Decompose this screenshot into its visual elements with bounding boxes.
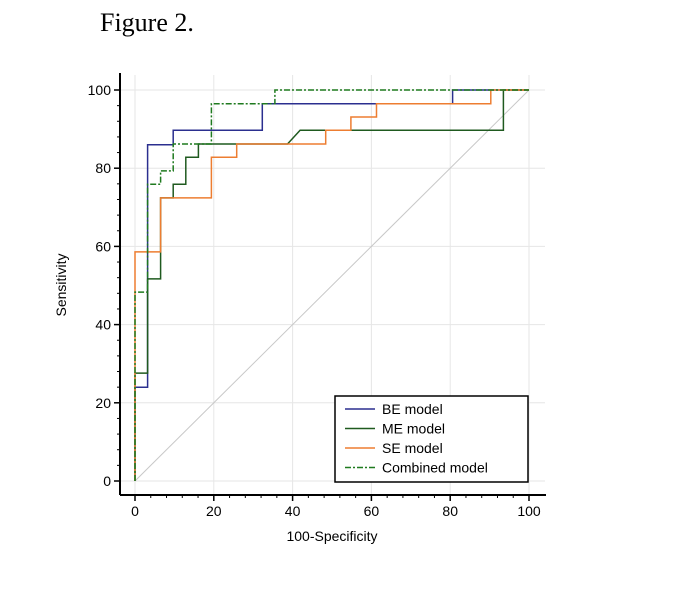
series-be-model-line xyxy=(134,89,529,481)
x-tick-label: 20 xyxy=(206,503,222,519)
y-axis-title: Sensitivity xyxy=(53,253,69,316)
x-tick-label: 0 xyxy=(131,503,139,519)
axes xyxy=(114,73,546,501)
legend-label-be-model: BE model xyxy=(382,401,443,417)
legend: BE model ME model SE model Combined model xyxy=(334,395,529,483)
x-tick-label: 40 xyxy=(285,503,301,519)
reference-diagonal-line xyxy=(134,89,530,482)
y-tick-label: 80 xyxy=(95,160,111,176)
x-axis-title: 100-Specificity xyxy=(286,528,377,544)
figure-title: Figure 2. xyxy=(100,8,194,37)
series-se-model-line xyxy=(134,89,529,481)
legend-label-combined-model: Combined model xyxy=(382,460,488,476)
y-tick-label: 0 xyxy=(103,473,111,489)
tick-labels: 0 20 40 60 80 100 0 20 40 60 80 100 xyxy=(88,82,541,519)
series-group xyxy=(134,89,529,481)
series-me-model-line xyxy=(134,89,529,481)
y-tick-label: 40 xyxy=(95,317,111,333)
legend-label-se-model: SE model xyxy=(382,440,443,456)
x-tick-label: 80 xyxy=(442,503,458,519)
y-tick-label: 20 xyxy=(95,395,111,411)
y-tick-label: 60 xyxy=(95,238,111,254)
x-tick-label: 60 xyxy=(364,503,380,519)
legend-box xyxy=(334,395,529,483)
y-tick-label: 100 xyxy=(88,82,112,98)
legend-label-me-model: ME model xyxy=(382,421,445,437)
series-combined-model-line xyxy=(134,89,529,481)
x-tick-label: 100 xyxy=(517,503,541,519)
